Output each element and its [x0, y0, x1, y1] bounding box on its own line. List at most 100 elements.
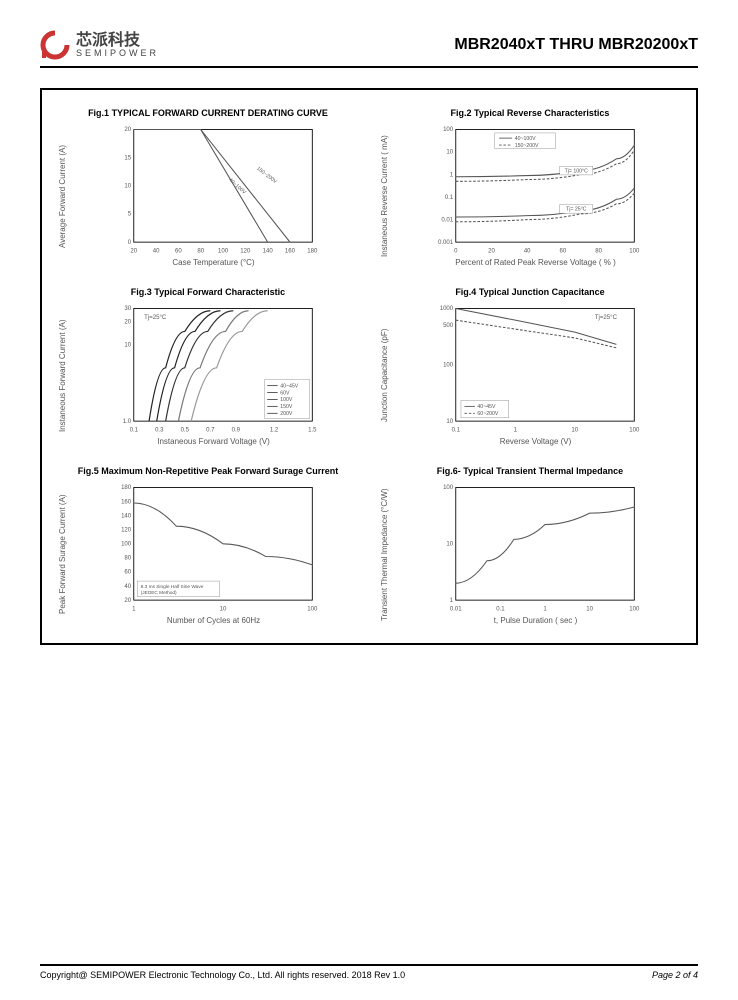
svg-text:60: 60 — [124, 570, 131, 576]
fig2-xlabel: Percent of Rated Peak Reverse Voltage ( … — [389, 258, 682, 267]
page-number: Page 2 of 4 — [652, 970, 698, 980]
svg-text:10: 10 — [446, 419, 453, 425]
svg-text:1: 1 — [450, 598, 454, 604]
svg-text:40~45V: 40~45V — [477, 404, 496, 410]
svg-text:15: 15 — [124, 155, 131, 161]
svg-text:20: 20 — [130, 249, 137, 255]
svg-text:0: 0 — [454, 249, 458, 255]
svg-text:1.5: 1.5 — [308, 428, 317, 434]
svg-text:10: 10 — [571, 428, 578, 434]
fig1-ylabel: Average Forward Current (A) — [56, 126, 67, 267]
fig5-title: Fig.5 Maximum Non-Repetitive Peak Forwar… — [56, 466, 360, 476]
svg-text:100: 100 — [443, 485, 454, 491]
svg-text:10: 10 — [446, 150, 453, 156]
svg-text:100: 100 — [307, 607, 318, 613]
svg-text:0.1: 0.1 — [496, 607, 505, 613]
fig6-ylabel: Transient Thermal Impedance (°C/W) — [378, 484, 389, 625]
svg-text:1: 1 — [450, 172, 454, 178]
fig1-title: Fig.1 TYPICAL FORWARD CURRENT DERATING C… — [56, 108, 360, 118]
svg-text:0.3: 0.3 — [155, 428, 164, 434]
fig1-xlabel: Case Temperature (°C) — [67, 258, 360, 267]
svg-text:Tj= 100°C: Tj= 100°C — [565, 168, 589, 174]
svg-text:160: 160 — [121, 499, 132, 505]
fig2-title: Fig.2 Typical Reverse Characteristics — [378, 108, 682, 118]
svg-text:100: 100 — [629, 607, 640, 613]
fig2-plot: 0204060801000.0010.010.111010040~100V150… — [389, 126, 682, 256]
company-name-en: SEMIPOWER — [76, 49, 159, 58]
svg-text:180: 180 — [121, 485, 132, 491]
svg-text:60~200V: 60~200V — [477, 411, 498, 417]
svg-text:40: 40 — [524, 249, 531, 255]
svg-text:120: 120 — [240, 249, 251, 255]
svg-text:0.7: 0.7 — [206, 428, 215, 434]
svg-text:Tj=25°C: Tj=25°C — [144, 315, 167, 321]
fig3-ylabel: Instaneous Forward Current (A) — [56, 305, 67, 446]
svg-text:20: 20 — [124, 320, 131, 326]
svg-text:1: 1 — [543, 607, 547, 613]
page-header: 芯派科技 SEMIPOWER MBR2040xT THRU MBR20200xT — [40, 30, 698, 68]
fig4-ylabel: Junction Capacitance (pF) — [378, 305, 389, 446]
fig3-xlabel: Instaneous Forward Voltage (V) — [67, 437, 360, 446]
fig6-plot: 0.01 0.1 1 10 100 1 10 100 — [389, 484, 682, 614]
svg-text:10: 10 — [446, 542, 453, 548]
svg-text:0.01: 0.01 — [441, 217, 453, 223]
svg-text:100V: 100V — [280, 397, 293, 403]
svg-text:60V: 60V — [280, 390, 290, 396]
svg-text:180: 180 — [307, 249, 318, 255]
svg-text:Tj= 25°C: Tj= 25°C — [566, 207, 587, 213]
svg-text:1.0: 1.0 — [123, 419, 132, 425]
svg-text:0.9: 0.9 — [232, 428, 241, 434]
svg-text:500: 500 — [443, 323, 454, 329]
figure-grid: Fig.1 TYPICAL FORWARD CURRENT DERATING C… — [56, 108, 682, 625]
svg-text:1000: 1000 — [440, 306, 454, 312]
svg-text:0: 0 — [128, 240, 132, 246]
svg-text:100: 100 — [629, 249, 640, 255]
svg-text:Tj=25°C: Tj=25°C — [595, 315, 618, 321]
fig3: Fig.3 Typical Forward Characteristic Ins… — [56, 287, 360, 446]
svg-text:200V: 200V — [280, 411, 293, 417]
part-number: MBR2040xT THRU MBR20200xT — [454, 36, 698, 54]
fig4-title: Fig.4 Typical Junction Capacitance — [378, 287, 682, 297]
svg-text:10: 10 — [124, 343, 131, 349]
fig6-xlabel: t, Pulse Duration ( sec ) — [389, 616, 682, 625]
fig3-plot: 0.10.30.50.70.91.21.51.0102030Tj=25°C40~… — [67, 305, 360, 435]
fig5-plot: 110100204060801001201401601808.3 ms Sing… — [67, 484, 360, 614]
svg-text:1: 1 — [514, 428, 518, 434]
svg-text:80: 80 — [197, 249, 204, 255]
svg-text:80: 80 — [595, 249, 602, 255]
svg-text:150~200V: 150~200V — [515, 143, 539, 149]
fig2: Fig.2 Typical Reverse Characteristics In… — [378, 108, 682, 267]
svg-text:150V: 150V — [280, 404, 293, 410]
fig3-title: Fig.3 Typical Forward Characteristic — [56, 287, 360, 297]
fig5-xlabel: Number of Cycles at 60Hz — [67, 616, 360, 625]
svg-text:120: 120 — [121, 527, 132, 533]
svg-text:10: 10 — [586, 607, 593, 613]
svg-text:0.1: 0.1 — [445, 195, 454, 201]
svg-text:80: 80 — [124, 556, 131, 562]
fig6: Fig.6- Typical Transient Thermal Impedan… — [378, 466, 682, 625]
svg-text:40~100V: 40~100V — [515, 136, 536, 142]
fig4-plot: 0.1110100101005001000Tj=25°C40~45V60~200… — [389, 305, 682, 435]
company-name-cn: 芯派科技 — [76, 33, 159, 49]
fig4-xlabel: Reverse Voltage (V) — [389, 437, 682, 446]
fig4: Fig.4 Typical Junction Capacitance Junct… — [378, 287, 682, 446]
svg-text:140: 140 — [263, 249, 274, 255]
fig2-ylabel: Instaneous Reverse Current ( mA) — [378, 126, 389, 267]
svg-text:100: 100 — [629, 428, 640, 434]
svg-text:20: 20 — [124, 598, 131, 604]
logo-icon — [40, 30, 70, 60]
logo-text: 芯派科技 SEMIPOWER — [76, 33, 159, 58]
fig1: Fig.1 TYPICAL FORWARD CURRENT DERATING C… — [56, 108, 360, 267]
svg-text:40~45V: 40~45V — [280, 383, 299, 389]
svg-text:30: 30 — [124, 306, 131, 312]
svg-text:0.1: 0.1 — [452, 428, 461, 434]
svg-text:40: 40 — [153, 249, 160, 255]
svg-text:0.01: 0.01 — [450, 607, 462, 613]
fig6-title: Fig.6- Typical Transient Thermal Impedan… — [378, 466, 682, 476]
svg-text:100: 100 — [443, 127, 454, 133]
svg-text:10: 10 — [124, 184, 131, 190]
svg-text:5: 5 — [128, 212, 132, 218]
fig5: Fig.5 Maximum Non-Repetitive Peak Forwar… — [56, 466, 360, 625]
figures-frame: Fig.1 TYPICAL FORWARD CURRENT DERATING C… — [40, 88, 698, 645]
svg-text:1: 1 — [132, 607, 136, 613]
